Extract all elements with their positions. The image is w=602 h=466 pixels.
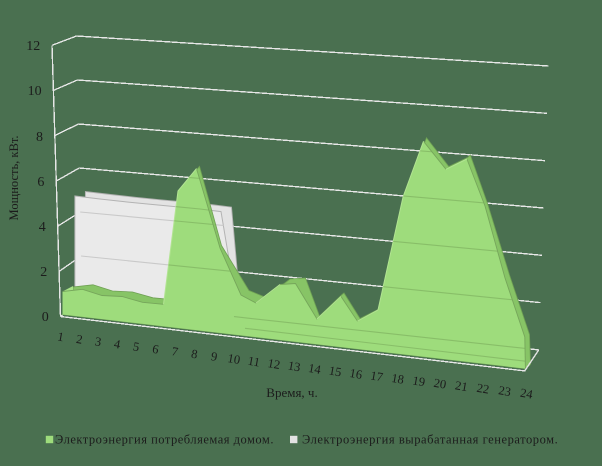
svg-text:11: 11: [247, 354, 261, 370]
svg-text:Мощность, кВт.: Мощность, кВт.: [7, 136, 21, 221]
svg-text:18: 18: [390, 371, 405, 387]
svg-text:14: 14: [307, 361, 322, 377]
svg-text:6: 6: [151, 342, 160, 357]
svg-text:12: 12: [267, 356, 282, 372]
svg-text:12: 12: [26, 39, 40, 54]
svg-text:20: 20: [433, 376, 448, 392]
svg-text:23: 23: [497, 383, 512, 399]
svg-text:24: 24: [519, 386, 534, 402]
svg-text:8: 8: [36, 130, 43, 145]
svg-text:5: 5: [132, 339, 141, 354]
svg-text:2: 2: [75, 332, 84, 347]
svg-text:16: 16: [349, 366, 364, 382]
svg-text:9: 9: [210, 349, 219, 364]
svg-text:22: 22: [476, 381, 491, 397]
svg-text:3: 3: [94, 334, 103, 349]
svg-text:10: 10: [227, 351, 242, 367]
svg-text:15: 15: [328, 363, 343, 379]
svg-text:Электроэнергия вырабатанная ге: Электроэнергия вырабатанная генератором.: [302, 433, 558, 447]
svg-text:17: 17: [369, 368, 384, 384]
svg-text:7: 7: [171, 344, 180, 359]
svg-text:Электроэнергия потребляемая до: Электроэнергия потребляемая домом.: [55, 433, 274, 447]
svg-text:13: 13: [287, 358, 302, 374]
svg-text:1: 1: [56, 329, 65, 344]
svg-text:4: 4: [113, 337, 122, 352]
svg-text:8: 8: [190, 347, 199, 362]
svg-text:Время, ч.: Время, ч.: [266, 385, 317, 400]
svg-text:19: 19: [411, 373, 426, 389]
svg-text:10: 10: [28, 84, 42, 99]
svg-text:21: 21: [454, 378, 469, 394]
svg-text:0: 0: [42, 310, 49, 325]
svg-text:4: 4: [39, 220, 46, 235]
svg-text:6: 6: [37, 175, 44, 190]
svg-text:2: 2: [40, 265, 47, 280]
